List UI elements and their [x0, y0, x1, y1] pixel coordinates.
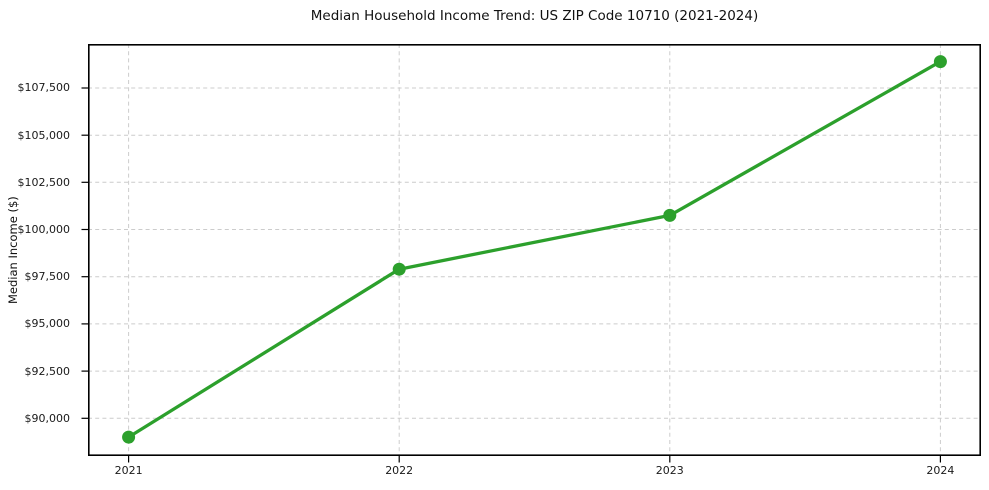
y-tick-label: $102,500 — [17, 175, 71, 189]
data-point — [663, 208, 677, 222]
x-tick-label: 2021 — [114, 464, 143, 477]
y-tick-label: $92,500 — [24, 364, 71, 378]
y-tick-label: $97,500 — [24, 270, 71, 284]
x-tick-label: 2022 — [385, 464, 414, 477]
chart-title: Median Household Income Trend: US ZIP Co… — [310, 8, 759, 24]
trend-line — [126, 59, 943, 439]
y-tick-label: $90,000 — [24, 411, 71, 425]
x-tick-label: 2023 — [655, 464, 684, 477]
y-axis-label: Median Income ($) — [6, 196, 20, 304]
y-tick-label: $105,000 — [17, 128, 71, 142]
x-tick-label: 2024 — [926, 464, 955, 477]
line-chart-svg — [81, 44, 982, 463]
plot-area — [81, 44, 982, 463]
data-point — [933, 55, 947, 69]
y-tick-label: $107,500 — [17, 81, 71, 95]
plot-border — [88, 44, 982, 456]
y-tick-label: $95,000 — [24, 317, 71, 331]
y-tick-label: $100,000 — [17, 223, 71, 237]
data-point — [392, 262, 406, 276]
data-point — [122, 430, 136, 444]
